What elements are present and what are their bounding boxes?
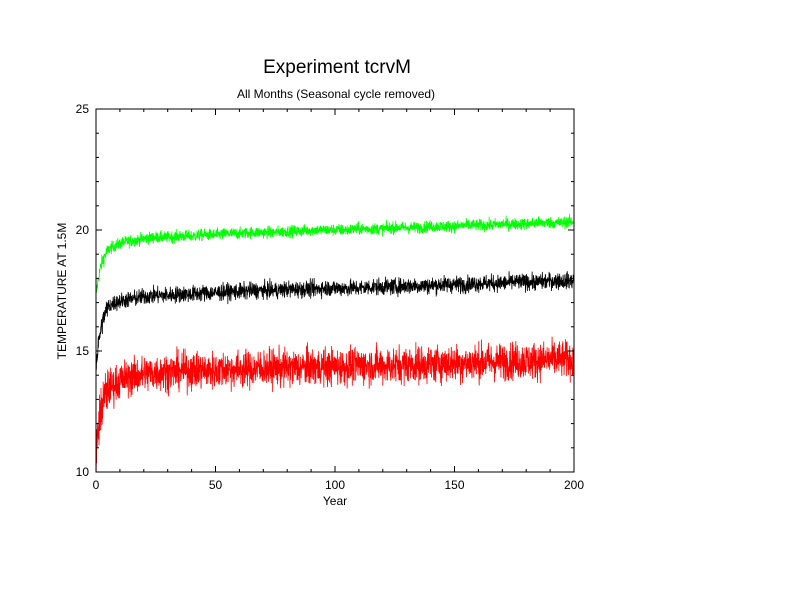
series-layer	[95, 214, 575, 473]
y-tick-label: 10	[76, 465, 90, 479]
chart-subtitle: All Months (Seasonal cycle removed)	[237, 87, 435, 101]
x-axis-label: Year	[323, 494, 347, 508]
x-tick-label: 150	[444, 478, 464, 492]
y-tick-label: 15	[76, 344, 90, 358]
x-tick-label: 100	[325, 478, 345, 492]
y-tick-label: 25	[76, 102, 90, 116]
series-line-3	[95, 336, 575, 473]
series-line-2	[95, 271, 575, 373]
chart-title: Experiment tcrvM	[263, 57, 411, 78]
x-tick-label: 200	[564, 478, 584, 492]
x-tick-label: 50	[209, 478, 223, 492]
axis-layer: 0 50 100 150 200 10 15 20 25	[76, 102, 585, 492]
y-axis-label: TEMPERATURE AT 1.5M	[55, 223, 69, 360]
x-tick-label: 0	[93, 478, 100, 492]
y-tick-label: 20	[76, 223, 90, 237]
series-line-1	[95, 214, 575, 293]
